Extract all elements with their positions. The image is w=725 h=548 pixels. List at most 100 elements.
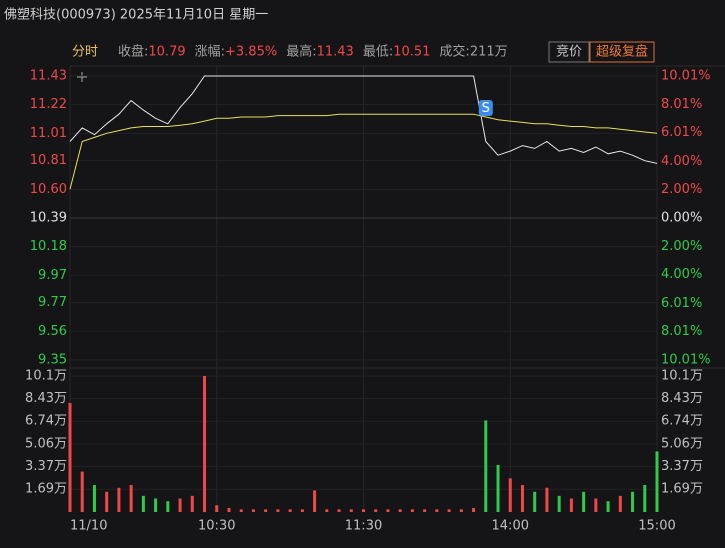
- volume-bar: [386, 509, 390, 512]
- volume-bar: [496, 464, 500, 512]
- y-tick-label: 3.37万: [25, 459, 67, 474]
- volume-bar: [618, 495, 622, 512]
- x-tick-label: 11:30: [345, 519, 382, 534]
- y2-tick-label: 6.01%: [661, 296, 702, 311]
- volume-bar: [398, 509, 402, 512]
- volume-bar: [325, 509, 329, 512]
- volume-bar: [251, 509, 255, 512]
- price-line: [69, 113, 658, 190]
- title: 佛塑科技(000973) 2025年11月10日 星期一: [4, 8, 268, 23]
- y-tick-label: 6.74万: [661, 414, 703, 429]
- volume-bar: [362, 509, 365, 512]
- volume-bar: [178, 498, 182, 512]
- volume-bar: [484, 420, 488, 512]
- y-tick-label: 10.60: [30, 182, 67, 197]
- volume-bar: [337, 509, 341, 512]
- stat-label: 成交:: [439, 44, 469, 60]
- y2-tick-label: 2.00%: [661, 239, 702, 254]
- y-tick-label: 11.01: [30, 126, 67, 141]
- volume-bar: [423, 509, 427, 512]
- y-tick-label: 9.97: [38, 268, 67, 283]
- y2-tick-label: 4.00%: [661, 154, 702, 169]
- stat-value: 211万: [470, 45, 508, 60]
- crosshair-icon: [77, 72, 87, 82]
- y-tick-label: 9.35: [38, 353, 67, 368]
- annotation: S: [482, 101, 490, 116]
- y-tick-label: 9.77: [38, 295, 67, 310]
- y-tick-label: 10.39: [30, 211, 67, 226]
- annotation-box: [478, 100, 493, 116]
- volume-bar: [92, 485, 96, 512]
- y-tick-label: 5.06万: [661, 436, 703, 451]
- volume-bar: [105, 491, 109, 512]
- x-tick-label: 14:00: [492, 519, 529, 534]
- volume-bar: [545, 487, 549, 512]
- volume-bar: [141, 495, 145, 512]
- volume-bar: [594, 498, 598, 512]
- button[interactable]: 超级复盘: [596, 44, 648, 60]
- volume-bar: [557, 495, 561, 512]
- volume-bar: [129, 485, 133, 512]
- volume-bar: [154, 498, 158, 512]
- stat-label: 收盘:: [118, 44, 148, 60]
- stat-label: 最高:: [286, 44, 316, 60]
- y2-tick-label: 8.01%: [661, 97, 702, 112]
- volume-bar: [190, 495, 194, 512]
- volume-bar: [472, 507, 476, 512]
- y-tick-label: 6.74万: [25, 414, 67, 429]
- volume-bar: [374, 509, 378, 512]
- y2-tick-label: 10.01%: [661, 353, 711, 368]
- stat-label: 涨幅:: [195, 45, 225, 60]
- stat-label: 最低:: [363, 45, 393, 60]
- y-tick-label: 1.69万: [25, 482, 67, 497]
- y2-tick-label: 2.00%: [661, 182, 702, 197]
- y-tick-label: 10.1万: [25, 369, 67, 384]
- volume-bar: [68, 402, 72, 512]
- button-frame[interactable]: [548, 41, 590, 63]
- y2-tick-label: 6.01%: [661, 125, 702, 140]
- y-tick-label: 3.37万: [661, 459, 703, 474]
- y2-tick-label: 8.01%: [661, 324, 702, 339]
- y-tick-label: 10.1万: [661, 369, 703, 384]
- price-line: [69, 75, 658, 164]
- stat-value: 10.79: [148, 45, 185, 60]
- x-tick-label: 10:30: [198, 519, 235, 534]
- stat-value: +3.85%: [225, 45, 277, 60]
- volume-bar: [239, 509, 243, 512]
- y-tick-label: 5.06万: [25, 436, 67, 451]
- volume-bar: [582, 491, 586, 512]
- volume-bar: [215, 505, 219, 512]
- volume-bar: [459, 509, 463, 512]
- volume-bar: [508, 478, 512, 512]
- x-tick-label: 15:00: [638, 519, 675, 534]
- volume-bar: [288, 509, 292, 512]
- volume-bar: [276, 509, 280, 512]
- y-tick-label: 11.22: [30, 97, 67, 112]
- y2-tick-label: 0.00%: [661, 211, 702, 226]
- volume-bar: [264, 509, 268, 512]
- stat-value: 11.43: [317, 45, 354, 60]
- volume-bar: [520, 485, 524, 512]
- y-tick-label: 11.43: [30, 69, 67, 84]
- y-tick-label: 10.81: [30, 153, 67, 168]
- y-tick-label: 8.43万: [25, 391, 67, 406]
- volume-bar: [80, 471, 84, 512]
- volume-bar: [447, 509, 451, 512]
- volume-bar: [227, 507, 231, 512]
- y-tick-label: 10.18: [30, 239, 67, 254]
- tab[interactable]: 分时: [72, 45, 98, 60]
- volume-bar: [569, 498, 573, 512]
- button-frame[interactable]: [589, 41, 655, 63]
- y-tick-label: 9.56: [38, 324, 67, 339]
- volume-bar: [203, 376, 207, 512]
- y2-tick-label: 10.01%: [661, 69, 711, 84]
- button[interactable]: 竞价: [556, 44, 582, 60]
- volume-bar: [655, 451, 659, 512]
- volume-bar: [313, 490, 317, 512]
- volume-bar: [631, 491, 635, 512]
- volume-bar: [300, 509, 304, 512]
- y-tick-label: 8.43万: [661, 391, 703, 406]
